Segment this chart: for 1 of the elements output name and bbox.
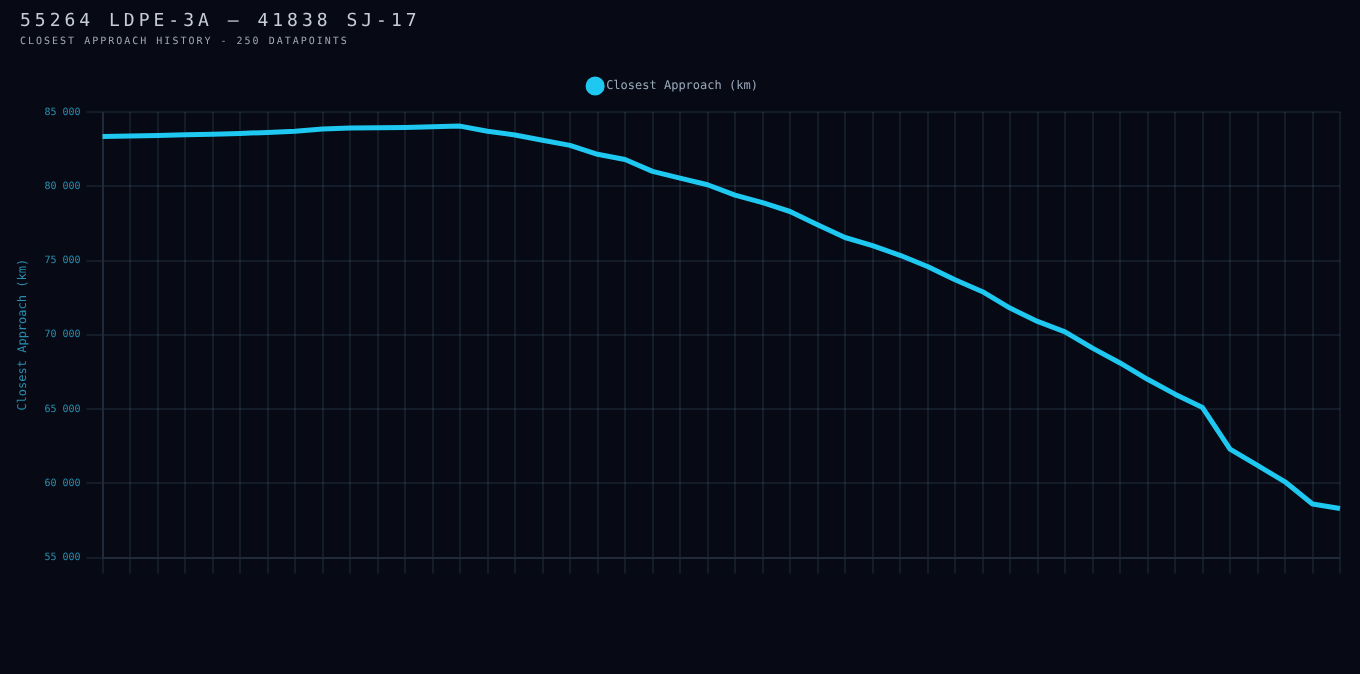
chart-title: 55264 LDPE-3A — 41838 SJ-17	[20, 12, 423, 32]
